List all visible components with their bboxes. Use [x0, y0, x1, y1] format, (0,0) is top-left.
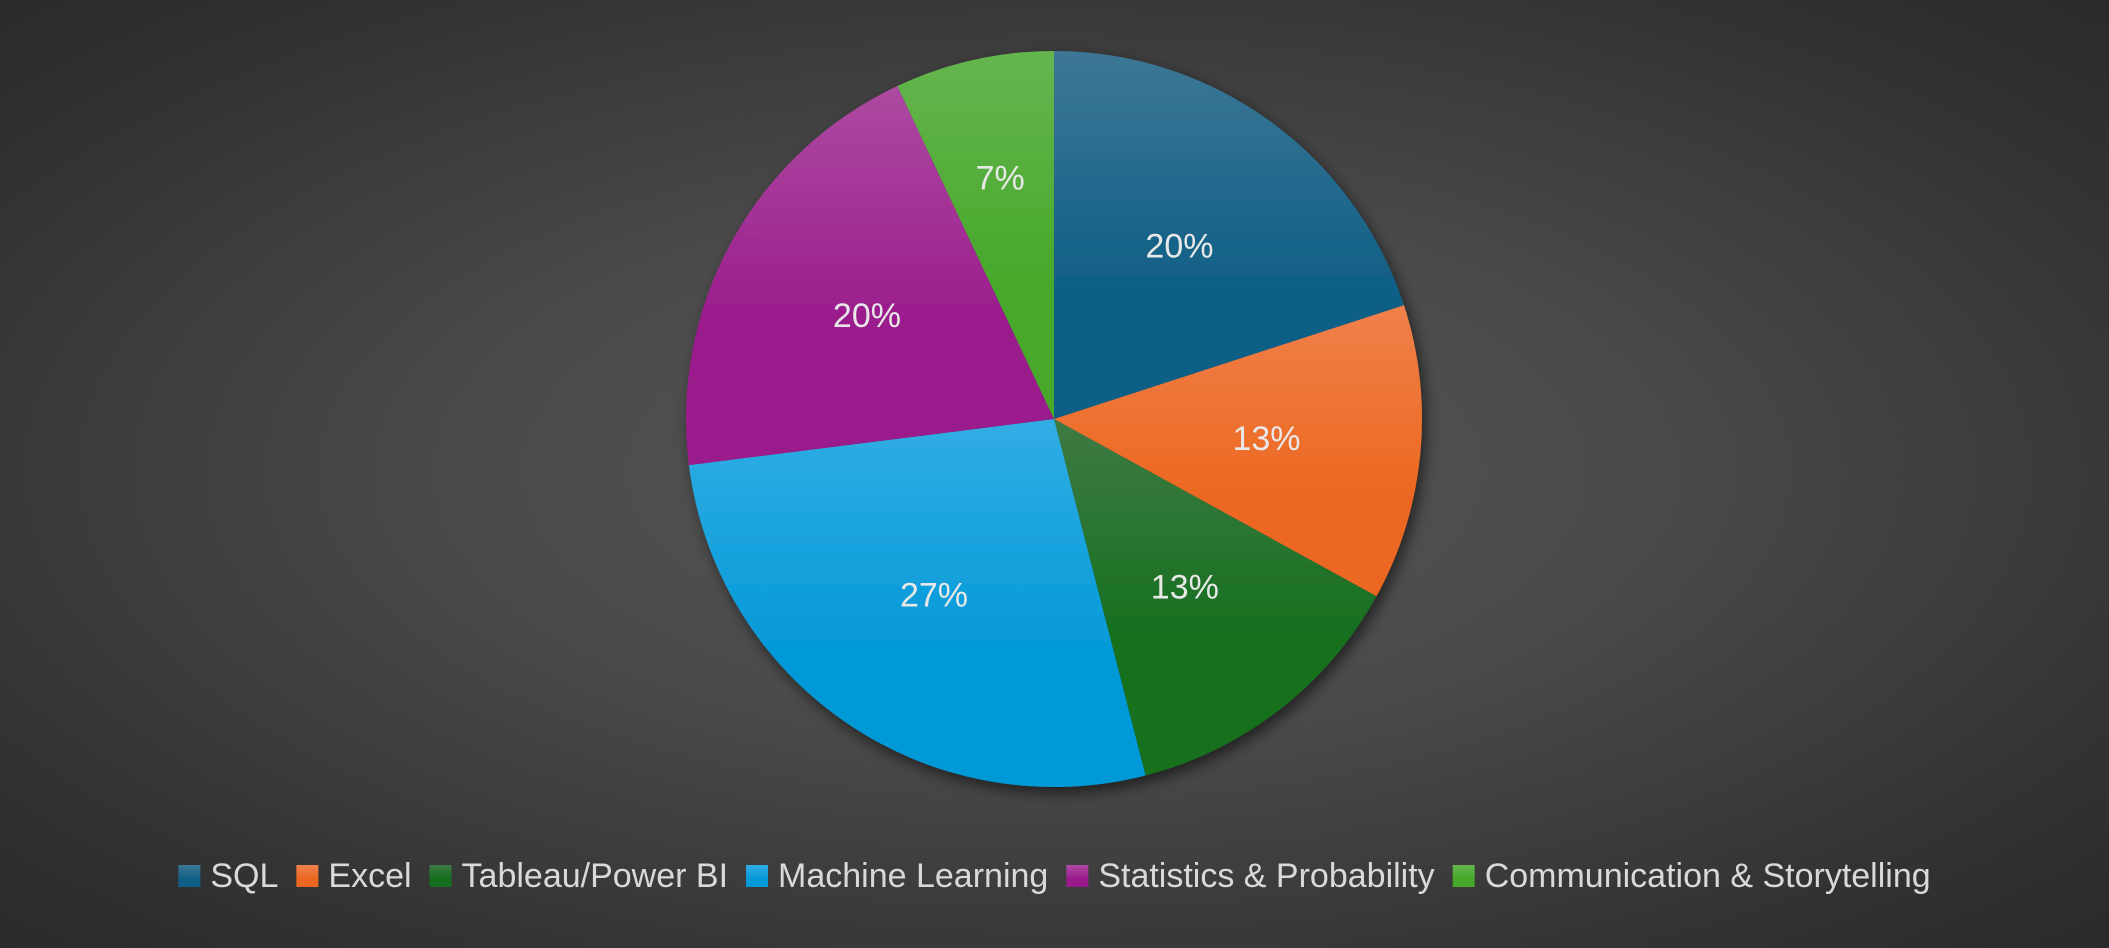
pie-slice-tableau-power-bi: [1054, 419, 1377, 776]
legend-swatch-machine-learning: [746, 865, 769, 887]
legend-label-sql: SQL: [210, 857, 278, 895]
legend-label-statistics-and-probability: Statistics & Probability: [1098, 857, 1434, 895]
legend-label-communication-and-storytelling: Communication & Storytelling: [1485, 857, 1931, 895]
legend-swatch-statistics-and-probability: [1066, 865, 1089, 887]
legend-swatch-excel: [296, 865, 319, 887]
legend-item-excel: Excel: [296, 857, 412, 895]
data-label-tableau-power-bi: 13%: [1151, 569, 1219, 607]
pie-slices: [686, 51, 1422, 787]
pie-data-labels: 20% 13% 13% 27% 20% 7%: [833, 159, 1301, 614]
legend-item-sql: SQL: [178, 857, 278, 895]
legend-swatch-communication-and-storytelling: [1452, 865, 1475, 887]
data-label-machine-learning: 27%: [900, 577, 968, 615]
data-label-sql: 20%: [1145, 227, 1213, 265]
legend-item-statistics-and-probability: Statistics & Probability: [1066, 857, 1435, 895]
data-label-communication-and-storytelling: 7%: [976, 159, 1025, 197]
legend-label-machine-learning: Machine Learning: [778, 857, 1048, 895]
data-label-statistics-and-probability: 20%: [833, 297, 901, 335]
legend-label-excel: Excel: [328, 857, 411, 895]
pie-slice-excel: [1054, 305, 1422, 597]
legend: SQL Excel Tableau/Power BI Machine Learning…: [178, 857, 1931, 895]
legend-label-tableau-power-bi: Tableau/Power BI: [462, 857, 729, 895]
pie-slice-statistics-and-probability: [686, 86, 1054, 466]
pie-slice-communication-and-storytelling: [897, 51, 1054, 419]
legend-item-communication-and-storytelling: Communication & Storytelling: [1452, 857, 1931, 895]
data-label-excel: 13%: [1232, 420, 1300, 458]
legend-item-tableau-power-bi: Tableau/Power BI: [429, 857, 729, 895]
legend-swatch-tableau-power-bi: [429, 865, 452, 887]
pie-slice-sql: [1054, 51, 1404, 419]
pie-slice-machine-learning: [688, 419, 1146, 787]
legend-item-machine-learning: Machine Learning: [746, 857, 1048, 895]
legend-swatch-sql: [178, 865, 201, 887]
